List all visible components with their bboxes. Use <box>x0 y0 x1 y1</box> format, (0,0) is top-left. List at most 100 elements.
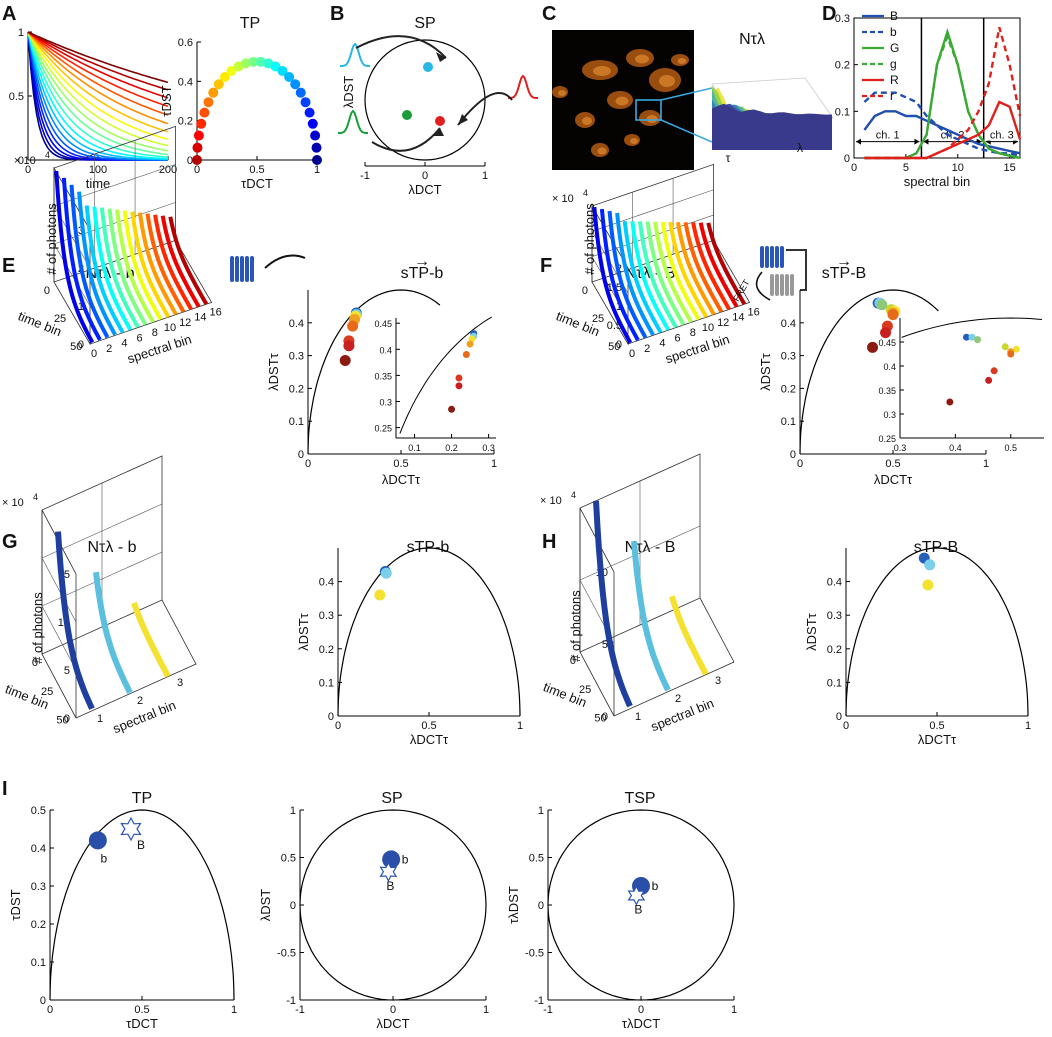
cell-blob <box>597 147 607 155</box>
decay-curve <box>27 31 169 91</box>
photon-curve <box>54 170 95 344</box>
y-tick-label: 0.5 <box>281 853 296 865</box>
x-tick-label: 2 <box>106 343 112 355</box>
inset-arc <box>901 317 1042 338</box>
y-axis-label: τλDST <box>506 886 521 924</box>
beta-strand <box>230 256 234 282</box>
y-tick-label: 0 <box>790 449 796 461</box>
photon-curve <box>691 222 731 311</box>
data-point <box>922 579 934 591</box>
data-point <box>1001 343 1009 351</box>
data-point <box>88 831 107 850</box>
photon-curve <box>599 208 640 341</box>
universal-semicircle <box>845 547 1029 717</box>
plot-F_inset: 0.3 0.4 0.50.250.30.350.40.45 <box>878 317 1044 453</box>
plot-frame <box>853 17 1021 159</box>
x-tick-label: 16 <box>209 306 221 318</box>
x-tick-label: 2 <box>675 693 681 705</box>
x-tick-label: 0.3 <box>894 443 907 453</box>
point-label: b <box>402 852 409 866</box>
y-axis-label: λDSTτ <box>758 352 773 391</box>
decay-curve <box>27 31 169 141</box>
photon-curve <box>683 222 724 313</box>
y-tick-label: 0.45 <box>878 338 896 348</box>
exponent-power: 4 <box>583 188 588 198</box>
data-point <box>193 130 204 141</box>
photon-curve <box>630 220 671 331</box>
legend-label: g <box>890 57 897 71</box>
photon-curve <box>607 210 648 339</box>
data-point <box>255 56 266 67</box>
y-tick-label: 0.5 <box>9 91 24 103</box>
data-point <box>880 327 892 339</box>
y-tick-label: 0.6 <box>178 37 193 49</box>
inset-arc <box>399 316 493 434</box>
arrow <box>371 127 441 152</box>
legend-label: r <box>890 89 894 103</box>
exponent-power: 4 <box>45 150 50 160</box>
x-tick-label: 0 <box>47 1004 53 1016</box>
z-tick-label: 0 <box>602 711 608 723</box>
data-point <box>307 118 318 129</box>
y-tick-label: -1 <box>534 995 544 1007</box>
x-tick-label: 0 <box>335 720 341 732</box>
y-tick-label: 0.25 <box>878 434 896 444</box>
x-axis-label: τDCT <box>126 1016 158 1031</box>
data-point <box>974 336 982 344</box>
data-point <box>192 142 203 153</box>
point-label: B <box>137 838 145 852</box>
photon-curve <box>131 602 171 678</box>
z-axis-label: # of photons <box>582 203 597 275</box>
photon-curve <box>92 206 133 331</box>
series-b <box>863 91 1021 157</box>
plot-A_right: 0 0.5 1 0 0.2 0.4 0.6 τDCT τDST <box>159 37 322 191</box>
x-axis-label: time <box>86 176 111 191</box>
data-point <box>312 155 322 165</box>
cell-blob <box>582 117 592 125</box>
y-tick-label: 0.4 <box>178 76 193 88</box>
beta-strand <box>250 256 254 282</box>
x-axis-label: λDCTτ <box>874 472 913 487</box>
data-point <box>466 340 474 348</box>
x-tick-label: 1 <box>731 1004 737 1016</box>
y-tick-label: 0 <box>44 285 50 297</box>
y-tick-label: 0.3 <box>31 881 46 893</box>
x-tick-label: 0 <box>629 348 635 360</box>
data-point <box>448 405 456 413</box>
zoom-line <box>660 119 713 143</box>
beta-strand <box>780 246 784 268</box>
decay-curve <box>27 31 169 108</box>
panel-label-E: E <box>2 255 15 277</box>
y-tick-label: -0.5 <box>525 948 544 960</box>
photon-curve <box>631 541 671 692</box>
panel-label-C: C <box>542 3 556 25</box>
photon-curve <box>93 571 133 694</box>
legend-label: b <box>890 25 897 39</box>
decay-curve <box>27 31 169 156</box>
exponent-power: 4 <box>571 490 576 500</box>
point-label: B <box>386 879 394 893</box>
protein-icon <box>230 254 306 282</box>
y-tick-label: 50 <box>608 341 620 353</box>
x-axis-label: spectral bin <box>904 174 970 189</box>
photon-curve <box>645 221 686 326</box>
y-axis-label: λDSTτ <box>266 352 281 391</box>
decay-curve <box>27 31 169 84</box>
cell-blob <box>635 54 649 64</box>
photon-curve <box>168 216 209 305</box>
data-point <box>968 333 976 341</box>
y-tick-label: -0.5 <box>277 948 296 960</box>
arrowhead <box>914 138 920 145</box>
y-axis-label: λDST <box>341 76 356 109</box>
beta-strand <box>790 274 794 296</box>
data-point <box>455 374 463 382</box>
beta-strand <box>235 256 239 282</box>
series-B <box>863 110 1021 155</box>
x-tick-label: 10 <box>164 322 176 334</box>
data-point <box>199 107 210 118</box>
vector-arrow: → <box>414 253 430 270</box>
plot-G_right: 0 0.5 1 0 0.1 0.2 0.3 0.4 λDCTτ λDSTτ <box>296 547 523 747</box>
arrow <box>355 35 447 59</box>
beta-strand <box>775 246 779 268</box>
